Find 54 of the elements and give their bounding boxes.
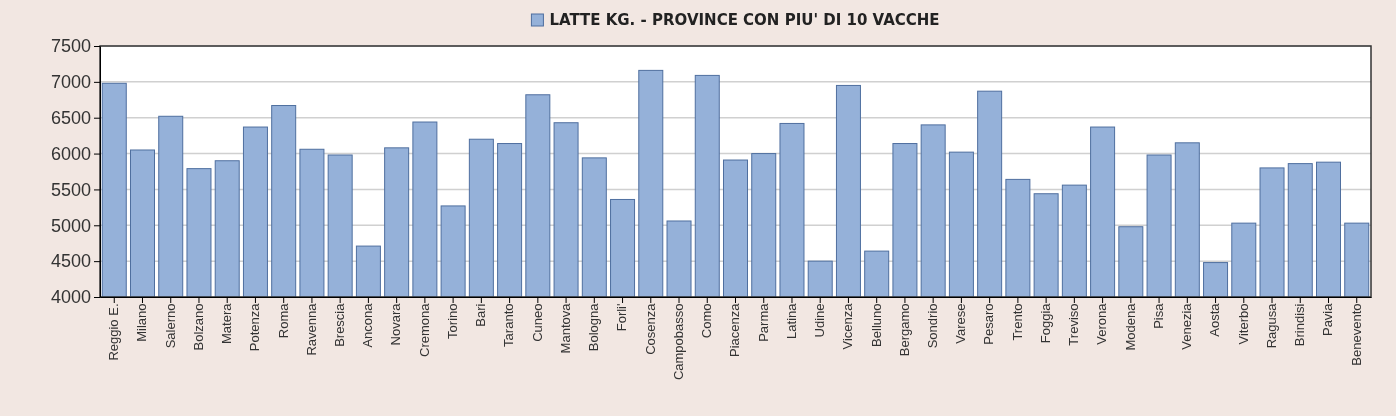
x-tick-label: Ragusa xyxy=(1263,302,1279,349)
x-tick-label: Belluno xyxy=(868,303,884,347)
x-tick-label: Benevento xyxy=(1348,303,1364,366)
x-tick-label: Bolzano xyxy=(190,303,206,351)
x-tick-label: Treviso xyxy=(1066,303,1082,346)
x-tick-label: Forli' xyxy=(614,303,630,332)
y-tick-label: 4500 xyxy=(50,251,91,272)
y-tick-label: 6500 xyxy=(50,107,91,128)
x-tick-label: Torino xyxy=(444,303,460,339)
x-tick-label: Venezia xyxy=(1179,302,1195,350)
x-tick-label: Bari xyxy=(473,303,489,327)
x-tick-label: Reggio E. xyxy=(106,303,122,361)
x-tick-label: Vicenza xyxy=(840,302,856,350)
x-tick-label: Modena xyxy=(1122,302,1138,351)
x-tick-label: Verona xyxy=(1094,302,1110,345)
x-tick-label: Campobasso xyxy=(670,303,686,381)
y-tick-label: 4000 xyxy=(50,287,91,308)
x-tick-label: Mantova xyxy=(557,302,573,354)
x-tick-label: Bologna xyxy=(586,302,602,352)
x-tick-label: Como xyxy=(699,303,715,339)
x-tick-label: Novara xyxy=(388,302,404,346)
x-tick-label: Piacenza xyxy=(727,302,743,357)
x-tick-label: Viterbo xyxy=(1235,303,1251,345)
x-tick-label: Foggia xyxy=(1037,302,1053,344)
x-tick-label: Brindisi xyxy=(1292,303,1308,347)
x-tick-label: Aosta xyxy=(1207,302,1223,337)
x-tick-label: Potenza xyxy=(247,302,263,352)
x-tick-label: Udine xyxy=(812,303,828,338)
legend-label: LATTE KG. - PROVINCE CON PIU' DI 10 VACCHE xyxy=(549,11,940,29)
x-tick-label: Matera xyxy=(219,302,235,344)
x-tick-label: Milano xyxy=(134,303,150,342)
y-tick-label: 5500 xyxy=(50,179,91,200)
y-tick-label: 6000 xyxy=(50,143,91,164)
x-tick-label: Bergamo xyxy=(896,303,912,357)
x-tick-label: Pesaro xyxy=(981,303,997,345)
x-tick-label: Cuneo xyxy=(529,303,545,342)
y-tick-label: 7500 xyxy=(50,36,91,57)
x-tick-label: Salerno xyxy=(162,303,178,349)
x-tick-label: Ancona xyxy=(360,302,376,348)
x-tick-label: Sondrio xyxy=(924,303,940,349)
x-tick-label: Parma xyxy=(755,302,771,342)
x-tick-label: Pisa xyxy=(1150,302,1166,329)
x-tick-label: Trento xyxy=(1009,303,1025,341)
x-tick-label: Cremona xyxy=(416,302,432,357)
x-tick-label: Roma xyxy=(275,302,291,339)
x-tick-label: Varese xyxy=(953,303,969,344)
y-tick-label: 7000 xyxy=(50,72,91,93)
x-tick-label: Pavia xyxy=(1320,302,1336,337)
x-tick-label: Latina xyxy=(783,302,799,339)
x-tick-label: Taranto xyxy=(501,303,517,347)
x-tick-label: Cosenza xyxy=(642,302,658,355)
x-tick-label: Brescia xyxy=(331,302,347,347)
x-tick-label: Ravenna xyxy=(303,302,319,356)
y-tick-label: 5000 xyxy=(50,215,91,236)
